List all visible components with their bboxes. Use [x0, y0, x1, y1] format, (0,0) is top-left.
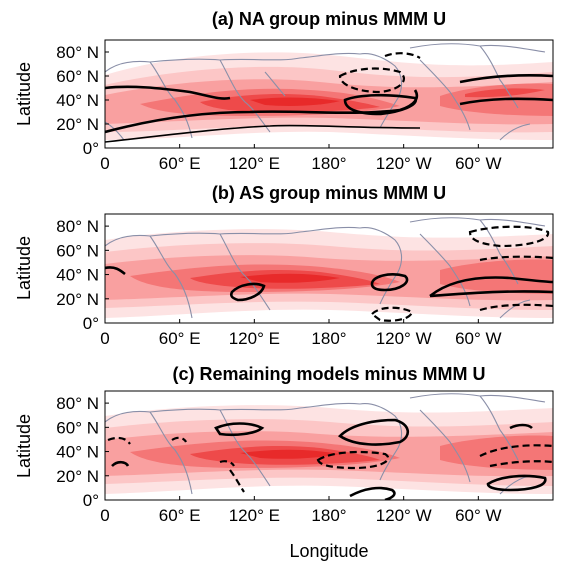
panel-a-ylabel: Latitude	[14, 62, 34, 126]
y-tick-label: 0°	[83, 314, 99, 333]
y-tick-label: 60° N	[56, 67, 99, 86]
panel-a-map	[105, 40, 553, 148]
y-tick-label: 20° N	[56, 290, 99, 309]
x-tick-label: 120° W	[376, 154, 432, 173]
x-tick-label: 180°	[311, 506, 346, 525]
panel-b-map	[105, 214, 553, 323]
x-tick-label: 60° E	[159, 329, 201, 348]
panel-c-map	[105, 391, 553, 500]
x-tick-label: 0	[100, 329, 109, 348]
y-tick-label: 80° N	[56, 217, 99, 236]
y-tick-label: 60° N	[56, 418, 99, 437]
x-tick-label: 120° W	[376, 506, 432, 525]
panel-b-ticks: 0 60° E 120° E 180° 120° W 60° W 0° 20° N 40° N 6…	[56, 217, 501, 348]
y-tick-label: 40° N	[56, 266, 99, 285]
x-tick-label: 60° W	[455, 329, 501, 348]
y-tick-label: 80° N	[56, 43, 99, 62]
y-tick-label: 0°	[83, 491, 99, 510]
panel-a-title: (a) NA group minus MMM U	[212, 9, 446, 29]
y-tick-label: 40° N	[56, 91, 99, 110]
panel-c-xlabel: Longitude	[289, 541, 368, 561]
y-tick-label: 20° N	[56, 467, 99, 486]
x-tick-label: 180°	[311, 329, 346, 348]
x-tick-label: 120° E	[229, 154, 280, 173]
y-tick-label: 40° N	[56, 443, 99, 462]
panel-c-ticks: 0 60° E 120° E 180° 120° W 60° W 0° 20° N 40° N 6…	[56, 394, 501, 525]
x-tick-label: 60° W	[455, 154, 501, 173]
panel-c: (c) Remaining models minus MMM U Latitud…	[14, 364, 554, 561]
panel-a-ticks: 0 60° E 120° E 180° 120° W 60° W 0° 20° N 40° N 6…	[56, 43, 501, 173]
x-tick-label: 120° E	[229, 506, 280, 525]
y-tick-label: 80° N	[56, 394, 99, 413]
x-tick-label: 60° E	[159, 154, 201, 173]
x-tick-label: 0	[100, 506, 109, 525]
y-tick-label: 60° N	[56, 241, 99, 260]
x-tick-label: 120° E	[229, 329, 280, 348]
x-tick-label: 120° W	[376, 329, 432, 348]
y-tick-label: 0°	[83, 139, 99, 158]
x-tick-label: 0	[100, 154, 109, 173]
panel-c-ylabel: Latitude	[14, 414, 34, 478]
panel-a: (a) NA group minus MMM U Latitude	[14, 9, 554, 173]
panel-b-ylabel: Latitude	[14, 236, 34, 300]
x-tick-label: 60° W	[455, 506, 501, 525]
y-tick-label: 20° N	[56, 115, 99, 134]
x-tick-label: 180°	[311, 154, 346, 173]
panel-b-title: (b) AS group minus MMM U	[212, 183, 446, 203]
x-tick-label: 60° E	[159, 506, 201, 525]
panel-b: (b) AS group minus MMM U Latitude	[14, 183, 554, 348]
panel-c-title: (c) Remaining models minus MMM U	[172, 364, 485, 384]
